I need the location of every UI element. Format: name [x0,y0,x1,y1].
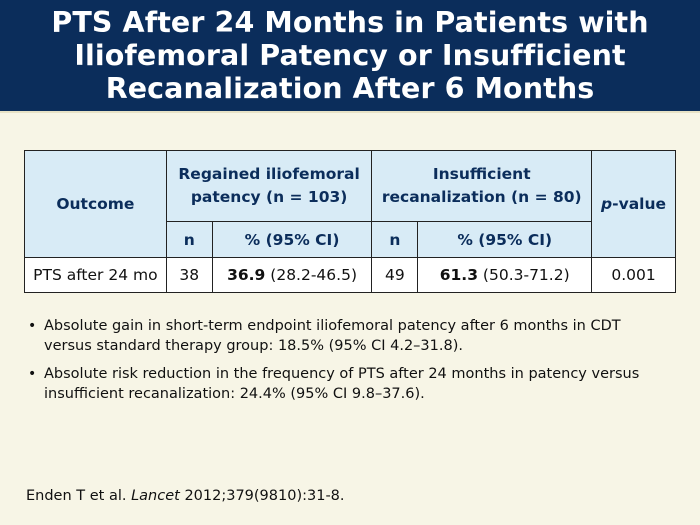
bullet-2-line2: insufficient recanalization: 24.4% (95% … [44,386,425,402]
citation: Enden T et al. Lancet 2012;379(9810):31-… [26,488,345,504]
list-item: • Absolute gain in short-term endpoint i… [26,316,666,356]
outcome-column-header: Outcome [24,150,167,258]
bullet-icon: • [28,318,37,334]
group2-header-line2: recanalization (n = 80) [381,188,582,206]
pvalue-header-rest: -value [612,194,667,213]
table-header-row-2: n % (95% CI) n % (95% CI) [25,221,676,258]
citation-authors: Enden T et al. [26,488,127,504]
title-line-2: Iliofemoral Patency or Insufficient [74,39,626,72]
group1-n-header: n [165,221,213,258]
outcome-cell: PTS after 24 mo [24,257,167,293]
table-row: PTS after 24 mo 38 36.9 (28.2-46.5) 49 6… [24,257,676,293]
citation-journal: Lancet [131,488,180,504]
group1-ci-value: (28.2-46.5) [270,266,357,284]
title-line-1: PTS After 24 Months in Patients with [51,6,649,39]
bullet-list: • Absolute gain in short-term endpoint i… [26,316,666,412]
group1-n-cell: 38 [165,257,213,293]
list-item: • Absolute risk reduction in the frequen… [26,364,666,404]
group2-n-header: n [371,221,419,258]
group2-header-line1: Insufficient [432,165,531,183]
pvalue-cell: 0.001 [591,257,676,293]
group2-pct-cell: 61.3 (50.3-71.2) [417,257,593,293]
bullet-icon: • [28,366,37,382]
group2-n-cell: 49 [371,257,419,293]
group2-pct-value: 61.3 [439,266,478,284]
slide-title: PTS After 24 Months in Patients with Ili… [37,6,662,105]
group1-header: Regained iliofemoral patency (n = 103) [165,150,373,222]
group1-header-line1: Regained iliofemoral [178,165,360,183]
slide-header: PTS After 24 Months in Patients with Ili… [0,0,700,111]
group1-pct-cell: 36.9 (28.2-46.5) [211,257,373,293]
group2-pct-header: % (95% CI) [417,221,593,258]
pvalue-column-header: p-value [591,150,676,258]
title-line-3: Recanalization After 6 Months [105,72,595,105]
table-header-row-1: Outcome Regained iliofemoral patency (n … [24,150,676,258]
group2-ci-value: (50.3-71.2) [482,266,570,284]
bullet-1-line1: Absolute gain in short-term endpoint ili… [44,318,621,334]
group1-pct-value: 36.9 [227,266,266,284]
group1-header-line2: patency (n = 103) [190,188,348,206]
header-divider [0,111,700,113]
outcomes-table: Outcome Regained iliofemoral patency (n … [24,150,676,293]
bullet-1-line2: versus standard therapy group: 18.5% (95… [44,338,463,354]
bullet-2-line1: Absolute risk reduction in the frequency… [44,366,640,382]
group2-header: Insufficient recanalization (n = 80) [371,150,593,222]
group1-pct-header: % (95% CI) [211,221,373,258]
citation-details: 2012;379(9810):31-8. [184,488,345,504]
pvalue-header-p: p [601,194,613,213]
